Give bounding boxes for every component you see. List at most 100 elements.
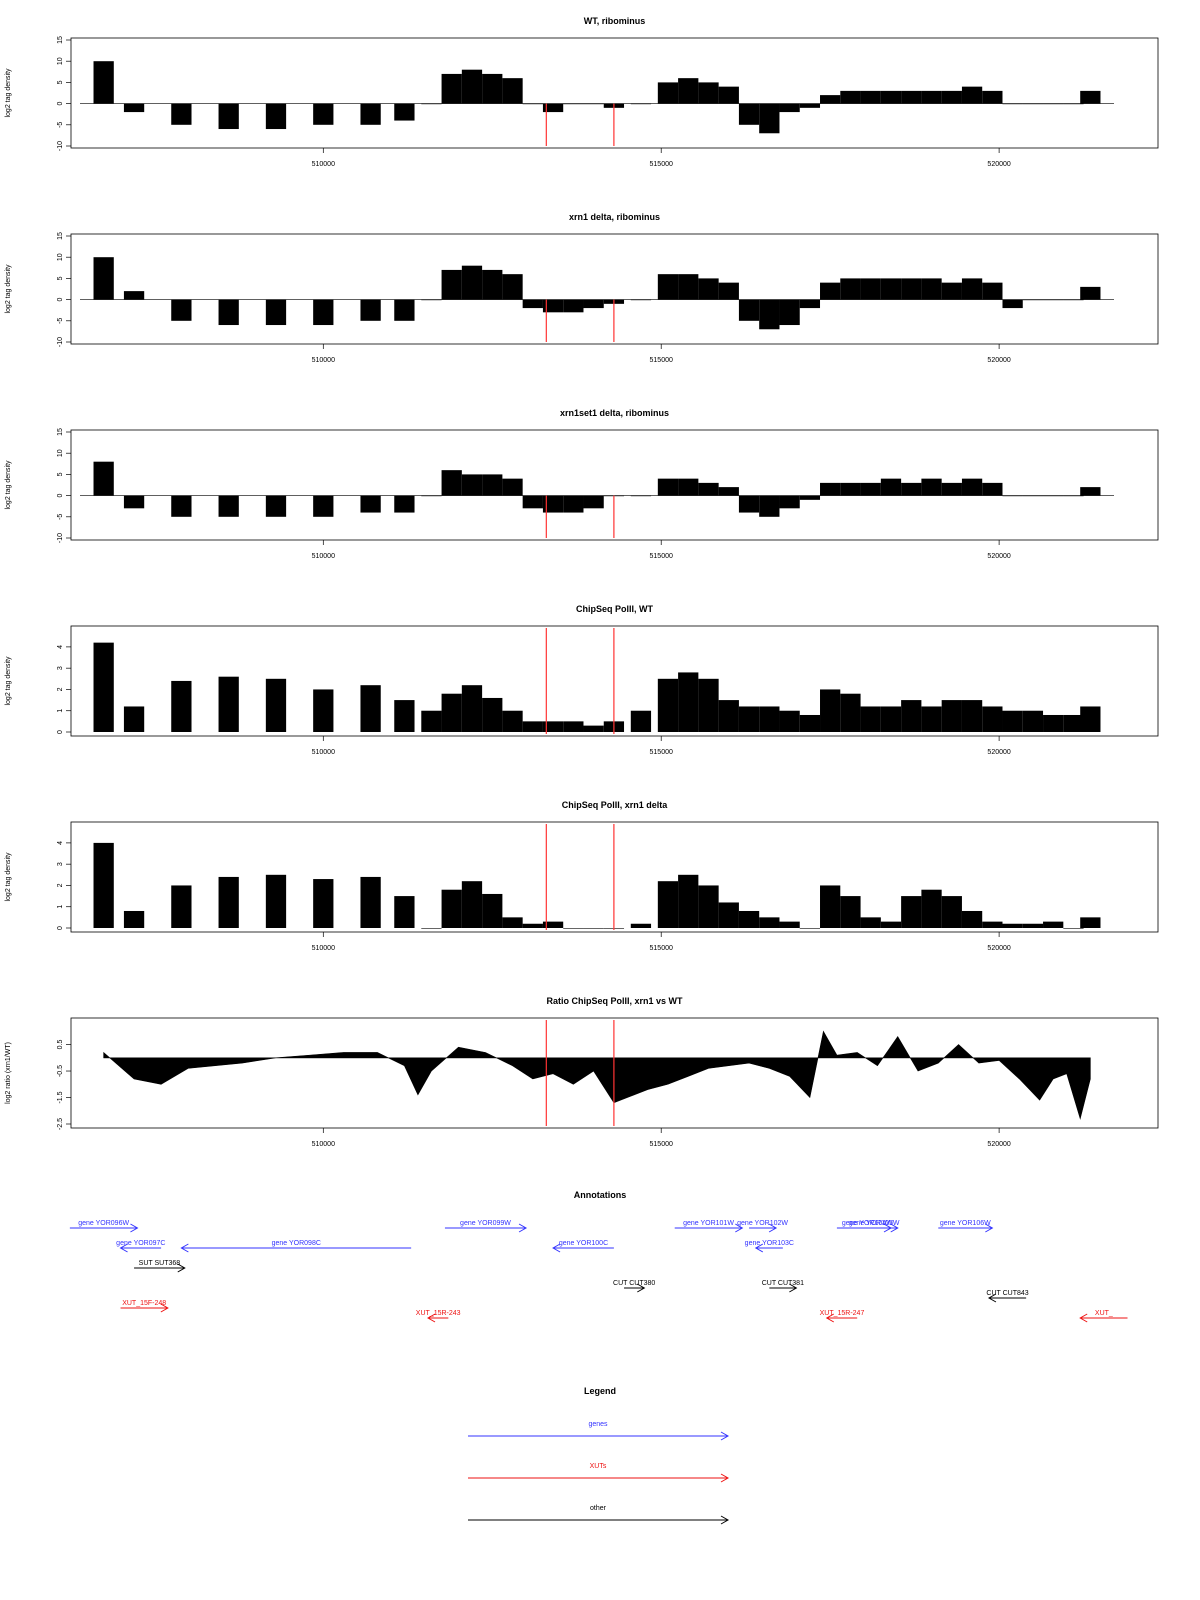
density-bar	[502, 710, 523, 732]
density-bar	[1043, 299, 1064, 301]
arrow-head	[637, 1283, 646, 1293]
density-bar	[840, 278, 861, 300]
density-bar	[678, 478, 699, 496]
arrow-head	[1079, 1313, 1088, 1323]
arrow-head	[789, 1283, 798, 1293]
y-axis-label: log2 tag density	[5, 852, 12, 902]
y-tick-label: 0.5	[57, 1040, 64, 1050]
y-axis-label: log2 tag density	[5, 264, 12, 314]
annotation-label: gene YOR096W	[78, 1220, 129, 1227]
density-bar	[441, 889, 462, 928]
density-bar	[698, 482, 719, 496]
density-bar	[961, 700, 983, 732]
annotation-other-arrow: SUT SUT368	[134, 1260, 186, 1273]
annotation-label: gene YOR102W	[737, 1220, 788, 1227]
chart-title: WT, ribominus	[584, 16, 646, 26]
density-bar	[482, 269, 503, 300]
density-bar	[360, 103, 381, 125]
density-bar	[171, 495, 192, 517]
annotation-gene-arrow: gene YOR103C	[745, 1240, 794, 1253]
x-tick-label: 510000	[312, 357, 335, 364]
density-bar	[502, 274, 523, 300]
x-tick-label: 520000	[987, 161, 1010, 168]
chart-title: Ratio ChipSeq PolII, xrn1 vs WT	[546, 996, 683, 1006]
density-bar	[583, 928, 604, 929]
annotation-gene-arrow: gene YOR097C	[116, 1240, 165, 1253]
density-bar	[901, 700, 922, 732]
density-bar	[265, 678, 287, 732]
chart-panel-1: WT, ribominus log2 tag density -10 -5 0 5 10 15…	[5, 16, 1159, 168]
density-bar	[630, 299, 652, 301]
density-bar	[93, 61, 114, 104]
y-tick-label: 4	[57, 645, 64, 649]
density-bar	[698, 885, 719, 928]
density-bar	[941, 700, 962, 732]
density-bar	[1063, 495, 1084, 497]
density-bar	[820, 95, 841, 104]
density-bar	[421, 299, 442, 301]
arrow-head	[768, 1223, 778, 1233]
plot-frame	[70, 821, 1159, 933]
density-bar	[982, 90, 1003, 104]
y-axis-label: log2 tag density	[5, 68, 12, 118]
y-tick-label: 1	[57, 709, 64, 713]
density-bar	[1022, 299, 1044, 301]
arrow-head	[180, 1243, 189, 1253]
density-bar	[901, 482, 922, 496]
x-tick-label: 510000	[312, 1141, 335, 1148]
plot-frame	[70, 429, 1159, 541]
density-bar	[657, 881, 679, 928]
annotation-gene-arrow: gene YOR105W	[849, 1220, 900, 1233]
density-bar	[1022, 495, 1044, 497]
plot-frame	[70, 625, 1159, 737]
annotation-other-arrow: CUT CUT843	[986, 1290, 1029, 1303]
density-bar	[583, 103, 604, 105]
legend-title: Legend	[584, 1386, 616, 1396]
density-bar	[941, 282, 962, 300]
arrow-head	[735, 1223, 744, 1233]
density-bar	[1043, 714, 1064, 732]
annotation-xut-arrow: XUT_15R-243	[416, 1310, 461, 1323]
density-bar	[171, 680, 192, 732]
y-tick-label: -10	[57, 533, 64, 543]
annotation-label: gene YOR104W	[842, 1220, 893, 1227]
density-bar	[941, 482, 962, 496]
density-bar	[421, 710, 442, 732]
density-bar	[93, 257, 114, 300]
chart-panel-2: xrn1 delta, ribominus log2 tag density -10…	[5, 212, 1159, 364]
density-bar	[982, 706, 1003, 732]
chart-title: xrn1 delta, ribominus	[569, 212, 660, 222]
y-tick-label: -10	[57, 337, 64, 347]
density-bar	[961, 910, 983, 928]
density-bar	[657, 678, 679, 732]
density-bar	[542, 103, 564, 113]
density-bar	[779, 103, 800, 113]
density-bar	[1080, 706, 1101, 732]
density-bar	[738, 103, 760, 125]
density-bar	[799, 495, 821, 500]
density-bar	[441, 693, 462, 732]
density-bar	[840, 482, 861, 496]
density-bar	[880, 90, 902, 104]
density-bar	[1002, 103, 1023, 105]
x-tick-label: 510000	[312, 945, 335, 952]
y-tick-label: -0.5	[57, 1065, 64, 1077]
density-bar	[542, 921, 564, 928]
annotation-label: XUT_15F-248	[122, 1300, 166, 1307]
density-bar	[360, 495, 381, 513]
density-bar	[738, 299, 760, 321]
density-bar	[502, 917, 523, 928]
density-bar	[1080, 917, 1101, 928]
density-bar	[860, 278, 881, 300]
density-bar	[799, 928, 821, 929]
annotation-gene-arrow: gene YOR106W	[938, 1220, 994, 1233]
density-bar	[542, 299, 564, 313]
plot-frame	[70, 37, 1159, 149]
density-bar	[901, 278, 922, 300]
chart-panel-3: xrn1set1 delta, ribominus log2 tag densit…	[5, 408, 1159, 560]
density-bar	[482, 893, 503, 928]
x-tick-label: 515000	[650, 749, 673, 756]
density-bar	[482, 474, 503, 496]
density-bar	[360, 299, 381, 321]
annotation-other-arrow: CUT CUT380	[613, 1280, 655, 1293]
